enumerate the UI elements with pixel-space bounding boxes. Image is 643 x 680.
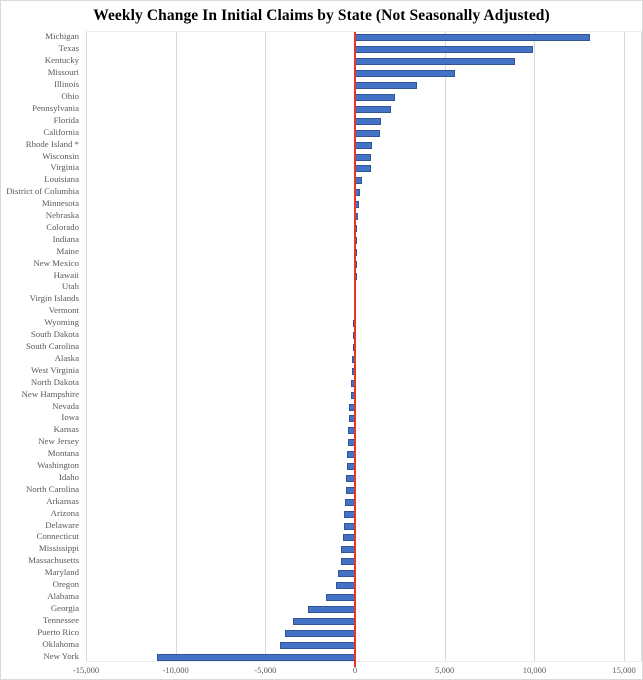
y-label: Delaware [45, 519, 79, 530]
y-label: Georgia [50, 602, 79, 613]
bar [307, 605, 356, 613]
y-label: Massachusetts [28, 555, 79, 566]
bar [341, 546, 356, 554]
bar [355, 34, 590, 42]
bar [355, 105, 391, 113]
y-label: Oklahoma [42, 638, 79, 649]
bar [293, 617, 356, 625]
y-label: Mississippi [38, 543, 79, 554]
y-label: Vermont [48, 305, 79, 316]
gridline [265, 32, 267, 661]
zero-line [354, 32, 356, 667]
bar [355, 141, 373, 149]
y-label: New York [43, 650, 79, 661]
bar [355, 189, 361, 197]
y-label: Colorado [46, 221, 79, 232]
x-tick-label: -5,000 [254, 665, 277, 675]
bar [355, 165, 371, 173]
y-label: Illinois [54, 79, 79, 90]
y-label: Rhode Island * [25, 138, 79, 149]
y-label: Virginia [50, 162, 79, 173]
bar [335, 582, 356, 590]
bar [340, 558, 356, 566]
y-label: Texas [58, 43, 79, 54]
y-label: Wisconsin [42, 150, 79, 161]
x-tick-label: 5,000 [435, 665, 455, 675]
bar [355, 153, 372, 161]
y-label: Idaho [58, 471, 79, 482]
bar [284, 629, 356, 637]
bar [355, 70, 456, 78]
x-tick-label: 10,000 [522, 665, 547, 675]
y-label: Alabama [47, 591, 79, 602]
x-tick-label: 0 [352, 665, 358, 675]
y-label: Washington [37, 460, 79, 471]
y-label: Louisiana [44, 174, 79, 185]
y-label: Pennsylvania [32, 102, 79, 113]
bar [355, 129, 381, 137]
y-label: District of Columbia [6, 186, 79, 197]
y-label: South Carolina [25, 341, 79, 351]
y-label: Maryland [44, 567, 79, 578]
x-tick-label: 15,000 [612, 665, 636, 675]
gridline [624, 32, 626, 661]
y-label: Kentucky [44, 55, 79, 66]
y-label: Tennessee [42, 614, 79, 625]
bar [326, 594, 356, 602]
plot-right-border [641, 32, 642, 661]
bar [355, 93, 396, 101]
y-label: Wyoming [44, 317, 79, 328]
y-label: North Dakota [30, 376, 79, 387]
bar [355, 117, 382, 125]
gridline [444, 32, 446, 661]
y-label: Indiana [52, 233, 79, 244]
bar [355, 82, 417, 90]
y-label: Missouri [47, 67, 79, 78]
bar [355, 177, 363, 185]
y-axis-labels: Michigan Texas Kentucky Missouri Illinois Ohi… [1, 31, 79, 662]
y-label: Michigan [45, 31, 79, 42]
y-label: New Jersey [38, 436, 79, 447]
y-label: Ohio [61, 90, 79, 101]
y-label: Utah [61, 281, 79, 292]
y-label: Puerto Rico [37, 626, 79, 637]
bar [156, 653, 356, 661]
y-label: Minnesota [41, 198, 79, 209]
y-label: South Dakota [30, 329, 79, 340]
y-label: Virgin Islands [29, 293, 79, 304]
bar [355, 46, 534, 54]
bar [337, 570, 356, 578]
bar [342, 534, 356, 542]
y-label: New Hampshire [21, 388, 79, 399]
x-axis-tick-labels: -15,000 -10,000 -5,000 0 5,000 10,000 15,000 [73, 665, 642, 679]
plot-area [86, 31, 642, 667]
y-label: Alaska [54, 352, 79, 363]
gridline [86, 32, 87, 661]
y-label: North Carolina [25, 483, 79, 494]
y-label: Hawaii [53, 269, 79, 280]
y-label: Iowa [61, 412, 79, 423]
y-label: Maine [56, 245, 79, 256]
y-label: Arizona [50, 507, 79, 518]
y-label: Connecticut [36, 531, 79, 542]
bar [355, 58, 515, 66]
y-label: West Virginia [30, 364, 79, 375]
gridline [175, 32, 177, 661]
gridline [534, 32, 536, 661]
y-label: Nevada [52, 400, 79, 411]
bar [280, 641, 356, 649]
y-label: Florida [53, 114, 79, 125]
y-label: Oregon [52, 579, 79, 590]
y-label: Montana [47, 448, 79, 459]
y-label: California [43, 126, 79, 137]
y-label: Nebraska [45, 210, 79, 221]
y-label: Kansas [53, 424, 79, 435]
chart-title: Weekly Change In Initial Claims by State… [93, 7, 550, 24]
x-tick-label: -10,000 [162, 665, 189, 675]
y-label: New Mexico [33, 257, 79, 268]
y-label: Arkansas [46, 495, 79, 506]
x-tick-label: -15,000 [72, 665, 100, 675]
